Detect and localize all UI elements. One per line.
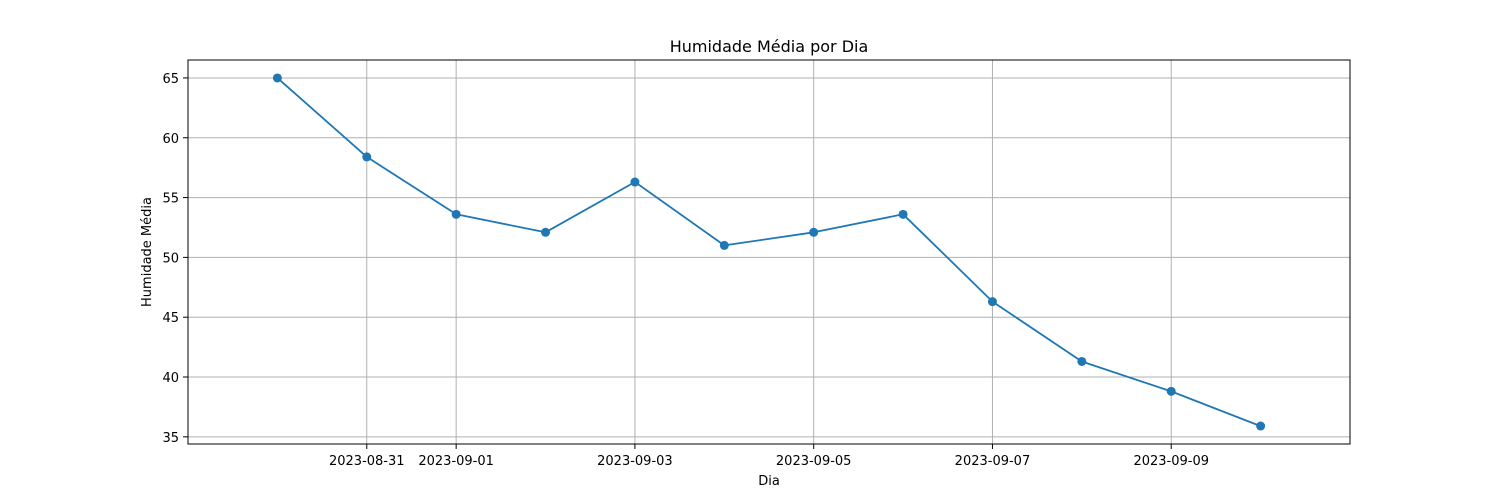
data-point [272, 73, 282, 83]
data-point [1077, 356, 1087, 366]
y-tick-label: 50 [162, 251, 179, 266]
series-layer [272, 73, 1266, 431]
tick-layer: 2023-08-31 2023-09-01 2023-09-03 2023-09-05… [162, 72, 1209, 469]
data-point [1166, 386, 1176, 396]
x-tick-label: 2023-08-31 [329, 454, 405, 469]
y-axis-title: Humidade Média [140, 197, 155, 307]
data-point [541, 227, 551, 237]
x-tick-label: 2023-09-09 [1133, 454, 1209, 469]
grid-layer [188, 60, 1350, 444]
x-tick-label: 2023-09-01 [418, 454, 494, 469]
x-axis-title: Dia [758, 474, 780, 489]
y-tick-label: 40 [162, 371, 179, 386]
data-point [898, 209, 908, 219]
data-point [719, 240, 729, 250]
data-point [809, 227, 819, 237]
data-point [451, 209, 461, 219]
plot-frame [187, 59, 1351, 445]
y-tick-label: 65 [162, 72, 179, 87]
data-point [987, 297, 997, 307]
y-tick-label: 55 [162, 192, 179, 207]
data-point [1256, 421, 1266, 431]
series-line [276, 77, 1261, 427]
y-tick-label: 60 [162, 132, 179, 147]
x-tick-label: 2023-09-07 [955, 454, 1031, 469]
y-tick-label: 35 [162, 431, 179, 446]
x-tick-label: 2023-09-03 [597, 454, 673, 469]
chart-title: Humidade Média por Dia [670, 37, 869, 56]
x-tick-label: 2023-09-05 [776, 454, 852, 469]
y-tick-label: 45 [162, 311, 179, 326]
data-point [362, 152, 372, 162]
data-point [630, 177, 640, 187]
